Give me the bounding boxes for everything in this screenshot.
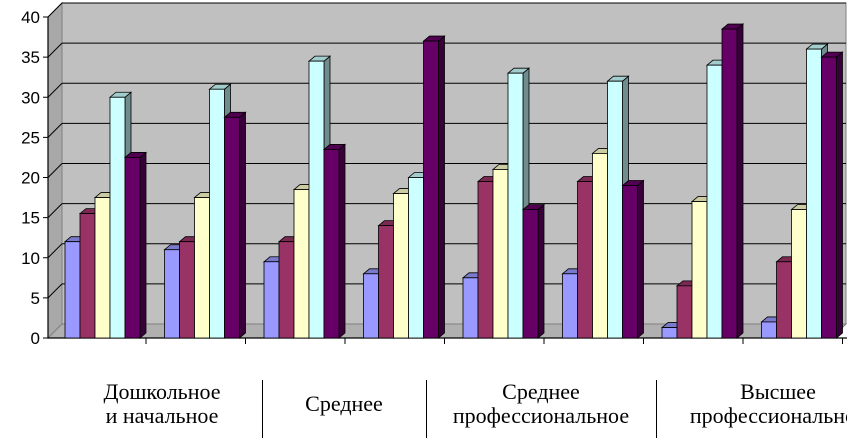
bar-front	[378, 225, 394, 339]
bar	[720, 23, 745, 339]
bar-front	[278, 241, 295, 339]
bar-front	[79, 213, 96, 339]
y-tick-label: 0	[31, 329, 40, 348]
group-separator	[262, 380, 263, 438]
bar	[322, 143, 347, 339]
bar-front	[363, 273, 379, 339]
bar-front	[492, 169, 509, 339]
bar-front	[124, 157, 141, 339]
bar-front	[462, 277, 479, 339]
bar-front	[224, 116, 240, 339]
bar-front	[323, 149, 340, 339]
bar-front	[507, 72, 524, 339]
bar	[506, 67, 531, 339]
bar-front	[408, 177, 424, 339]
bar-front	[661, 327, 678, 339]
group-label-higher-professional: Высшее профессиональное	[689, 379, 847, 428]
bar	[820, 51, 844, 339]
bar	[223, 111, 247, 339]
bar-front	[293, 189, 310, 339]
bar	[621, 179, 645, 339]
y-tick-label: 20	[21, 169, 40, 188]
bar-front	[721, 28, 738, 339]
y-tick-label: 25	[21, 128, 40, 147]
bar-front	[806, 48, 822, 339]
bar-front	[522, 209, 539, 339]
bar-front	[577, 181, 593, 339]
bar-front	[393, 193, 409, 339]
gridline-diagonal	[47, 203, 63, 218]
bar-front	[194, 197, 210, 339]
bar-front	[562, 273, 578, 339]
bar-front	[791, 209, 807, 339]
bar-side	[239, 111, 246, 339]
group-label-preschool-primary: Дошкольное и начальное	[103, 379, 221, 428]
group-labels: Дошкольное и начальное Среднее Среднее п…	[0, 372, 847, 441]
bar	[422, 35, 446, 339]
bar-front	[676, 285, 693, 339]
gridline-diagonal	[47, 123, 63, 138]
bar-front	[592, 153, 608, 339]
gridline-diagonal	[47, 82, 63, 98]
y-tick-label: 15	[21, 209, 40, 228]
bar	[521, 203, 546, 339]
bar-front	[423, 40, 439, 339]
bar-front	[164, 249, 180, 339]
bar-front	[209, 88, 225, 339]
bar-chart: 0 5 10 15 20 25 30 35 40	[21, 1, 847, 348]
bar-side	[736, 23, 744, 339]
bar-front	[706, 64, 723, 339]
bar-front	[607, 80, 623, 339]
group-separator	[656, 380, 657, 438]
bar-front	[761, 321, 777, 339]
bar	[123, 151, 148, 339]
bar-front	[308, 60, 325, 339]
bar-front	[64, 241, 81, 339]
bar-side	[637, 179, 644, 339]
bar-front	[477, 181, 494, 339]
bar-side	[139, 151, 147, 339]
bar-front	[263, 261, 280, 339]
bar-side	[338, 143, 346, 339]
gridline-diagonal	[47, 163, 63, 178]
bar-front	[94, 197, 111, 339]
group-label-secondary-professional: Среднее профессиональное	[452, 379, 630, 428]
bar-front	[179, 241, 195, 339]
gridline-diagonal	[47, 283, 63, 299]
bar-front	[622, 185, 638, 339]
bar-front	[109, 96, 126, 339]
bar-side	[537, 203, 545, 339]
bar-side	[836, 51, 843, 339]
gridline-diagonal	[47, 42, 63, 58]
gridline-diagonal	[47, 2, 63, 18]
y-tick-label: 5	[31, 289, 40, 308]
gridline-diagonal	[47, 243, 63, 259]
group-separator	[426, 380, 427, 438]
bar-front	[776, 261, 792, 339]
bar-front	[691, 201, 708, 339]
bar-front	[821, 56, 837, 339]
y-tick-label: 35	[21, 48, 40, 67]
y-tick-label: 30	[21, 88, 40, 107]
y-tick-label: 40	[21, 8, 40, 27]
y-tick-label: 10	[21, 249, 40, 268]
group-label-secondary: Среднее	[305, 391, 383, 416]
bar-side	[438, 35, 445, 339]
